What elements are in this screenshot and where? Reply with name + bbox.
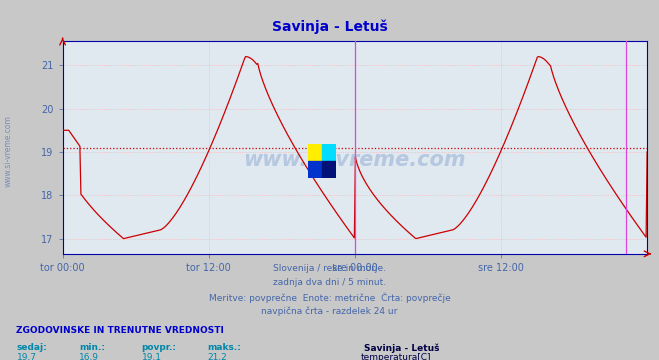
Text: www.si-vreme.com: www.si-vreme.com <box>244 150 466 170</box>
Text: maks.:: maks.: <box>208 343 241 352</box>
Bar <box>308 161 322 178</box>
Text: povpr.:: povpr.: <box>142 343 177 352</box>
Text: www.si-vreme.com: www.si-vreme.com <box>3 115 13 187</box>
Bar <box>308 144 322 161</box>
Text: 21,2: 21,2 <box>208 353 227 360</box>
Text: temperatura[C]: temperatura[C] <box>361 353 432 360</box>
Text: ZGODOVINSKE IN TRENUTNE VREDNOSTI: ZGODOVINSKE IN TRENUTNE VREDNOSTI <box>16 326 224 335</box>
Text: zadnja dva dni / 5 minut.: zadnja dva dni / 5 minut. <box>273 278 386 287</box>
Text: navpična črta - razdelek 24 ur: navpična črta - razdelek 24 ur <box>262 307 397 316</box>
Text: 16,9: 16,9 <box>79 353 99 360</box>
Bar <box>322 161 336 178</box>
Text: 19,1: 19,1 <box>142 353 161 360</box>
Text: Meritve: povprečne  Enote: metrične  Črta: povprečje: Meritve: povprečne Enote: metrične Črta:… <box>209 292 450 303</box>
Text: min.:: min.: <box>79 343 105 352</box>
Text: sedaj:: sedaj: <box>16 343 47 352</box>
Bar <box>322 144 336 161</box>
Text: Savinja - Letuš: Savinja - Letuš <box>272 20 387 34</box>
Text: 19,7: 19,7 <box>16 353 36 360</box>
Text: Slovenija / reke in morje.: Slovenija / reke in morje. <box>273 264 386 273</box>
Text: Savinja - Letuš: Savinja - Letuš <box>364 343 440 352</box>
